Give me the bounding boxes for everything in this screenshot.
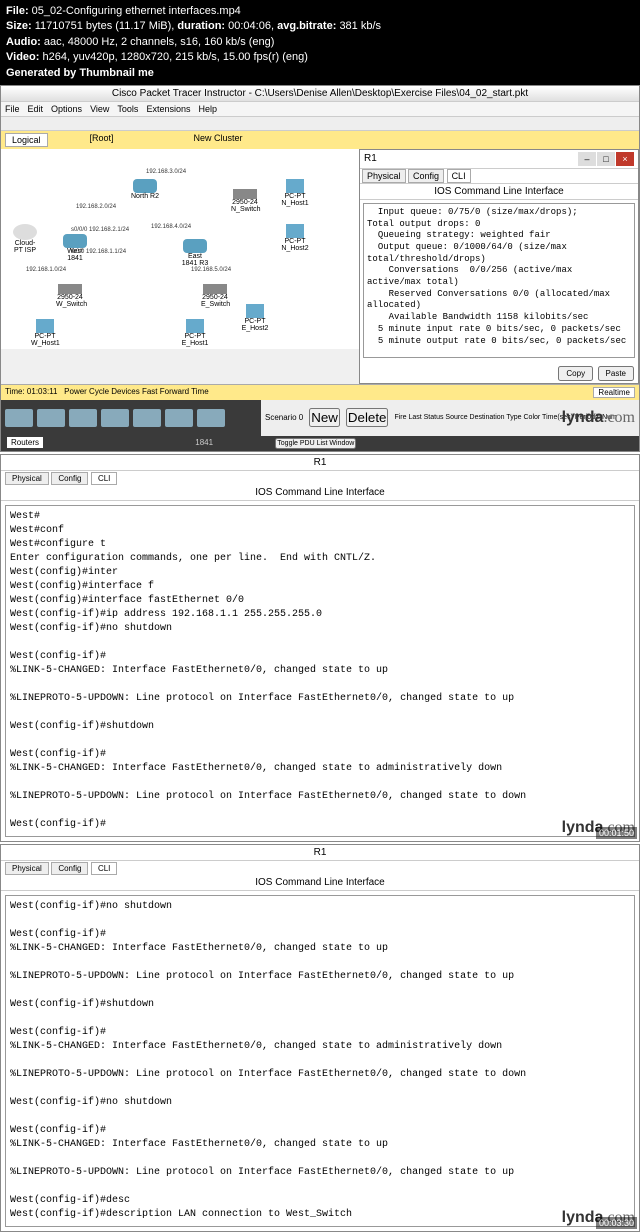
window-title: Cisco Packet Tracer Instructor - C:\User… (1, 86, 639, 102)
cli-panel-2: R1 Physical Config CLI IOS Command Line … (0, 844, 640, 1232)
r1-title: R1 (364, 153, 377, 164)
packet-tracer-window: Cisco Packet Tracer Instructor - C:\User… (0, 85, 640, 452)
delete-button[interactable]: Delete (346, 408, 389, 427)
panel1-tabs[interactable]: Physical Config CLI (1, 471, 639, 485)
device-type-bar[interactable]: Routers 1841 Toggle PDU List Window (1, 436, 639, 451)
r1-tabs[interactable]: Physical Config CLI (360, 169, 638, 184)
new-button[interactable]: New (309, 408, 340, 427)
close-button[interactable]: × (616, 152, 634, 166)
topology-canvas[interactable]: North R2 West 1841 East 1841 R3 Cloud-PT… (1, 149, 359, 349)
maximize-button[interactable]: □ (597, 152, 615, 166)
cli-output-2[interactable]: West(config-if)#no shutdown West(config-… (5, 895, 635, 1227)
timestamp: 00:01:50 (596, 827, 637, 839)
panel2-tabs[interactable]: Physical Config CLI (1, 861, 639, 875)
menu-bar[interactable]: FileEditOptionsViewToolsExtensionsHelp (1, 102, 639, 117)
toolbar[interactable] (1, 117, 639, 131)
cli-output[interactable]: Input queue: 0/75/0 (size/max/drops); To… (363, 203, 635, 358)
cli-output-1[interactable]: West# West#conf West#configure t Enter c… (5, 505, 635, 837)
scenario-panel[interactable]: Scenario 0 New Delete Fire Last Status S… (261, 400, 639, 436)
file-header: File: 05_02-Configuring ethernet interfa… (0, 0, 640, 85)
paste-button[interactable]: Paste (598, 366, 634, 381)
cli-heading: IOS Command Line Interface (360, 184, 638, 200)
device-palette[interactable] (1, 400, 261, 436)
lynda-logo: lynda.com (562, 409, 635, 427)
logical-tab[interactable]: Logical (5, 133, 48, 147)
minimize-button[interactable]: – (578, 152, 596, 166)
timestamp: 00:03:30 (596, 1217, 637, 1229)
simulation-bar[interactable]: Time: 01:03:11 Power Cycle Devices Fast … (1, 384, 639, 400)
workspace-bar[interactable]: Logical [Root] New Cluster (1, 131, 639, 149)
cli-panel-1: R1 Physical Config CLI IOS Command Line … (0, 454, 640, 842)
copy-button[interactable]: Copy (558, 366, 593, 381)
r1-cli-window: R1 – □ × Physical Config CLI IOS Command… (359, 149, 639, 384)
